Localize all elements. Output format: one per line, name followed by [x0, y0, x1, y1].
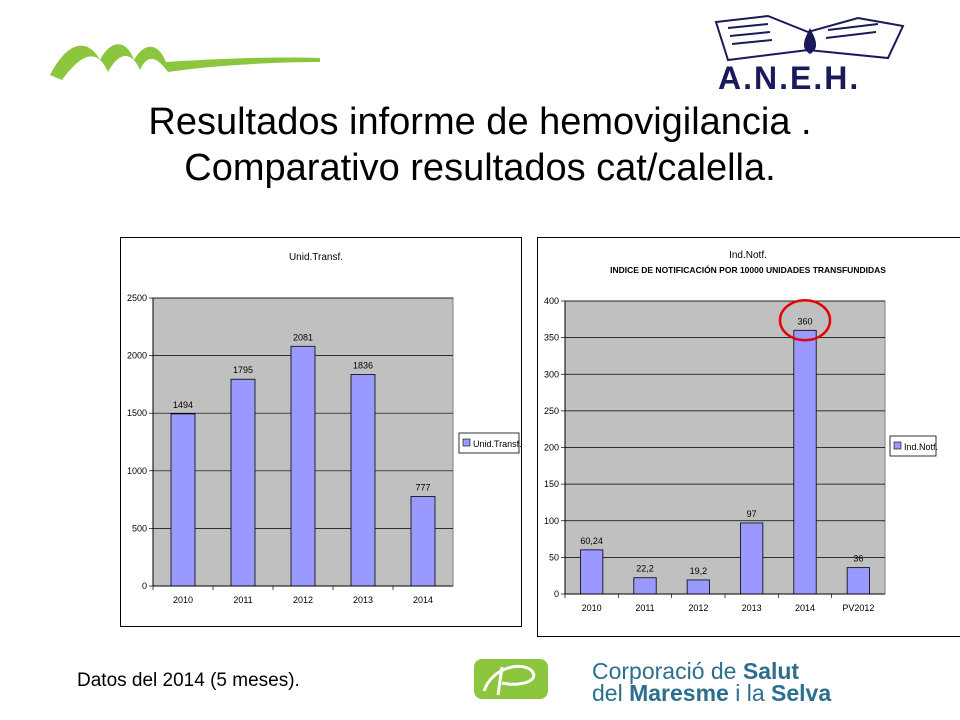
slide-title-line-2: Comparativo resultados cat/calella. [184, 146, 776, 189]
bar [290, 345, 316, 587]
bar [846, 567, 870, 595]
legend-box [458, 432, 520, 454]
data-label: 1494 [173, 400, 193, 410]
y-tick-label: 200 [544, 443, 559, 453]
x-tick-label: 2011 [233, 595, 252, 605]
y-tick-label: 0 [142, 581, 147, 591]
x-tick-label: 2014 [795, 603, 815, 613]
x-tick-label: PV2012 [842, 603, 874, 613]
chart-notification-index: Ind.Notf. INDICE DE NOTIFICACIÓN POR 1000… [537, 237, 960, 637]
data-label: 1795 [233, 365, 253, 375]
aneh-logo-text: A.N.E.H. [718, 60, 861, 96]
aneh-logo [714, 14, 905, 62]
y-tick-label: 2500 [127, 293, 147, 303]
x-tick-label: 2010 [173, 595, 193, 605]
csms-text-part: Selva [771, 680, 832, 706]
blood-drop-icon [803, 28, 817, 54]
csms-text-part: Salut [742, 658, 800, 684]
y-tick-label: 300 [544, 369, 559, 379]
chart-title: Ind.Notf. [729, 250, 767, 261]
csms-logo-text-line-1: Corporació de Salut [592, 658, 922, 684]
legend: Ind.Notf. [889, 435, 938, 457]
bar [793, 329, 817, 595]
x-tick-label: 2010 [582, 603, 602, 613]
book-icon [714, 14, 905, 62]
data-label: 2081 [293, 332, 313, 342]
y-tick-label: 400 [544, 296, 559, 306]
x-tick-label: 2012 [293, 595, 313, 605]
x-tick-label: 2011 [635, 603, 654, 613]
csms-logo-mark [482, 664, 536, 696]
bar [170, 413, 196, 587]
swoosh-logo-mark [50, 44, 320, 80]
y-tick-label: 1500 [127, 408, 147, 418]
chart-subtitle: INDICE DE NOTIFICACIÓN POR 10000 UNIDADE… [610, 264, 886, 275]
chart-notification-index-svg: Ind.Notf. INDICE DE NOTIFICACIÓN POR 1000… [544, 250, 938, 613]
bar [740, 522, 764, 595]
bar [580, 549, 604, 595]
csms-text-part: i la [728, 680, 772, 706]
data-label: 1836 [353, 360, 373, 370]
csms-text-part: Maresme [629, 680, 729, 706]
data-label: 19,2 [690, 566, 708, 576]
y-tick-label: 50 [549, 552, 559, 562]
chart-units-transfused: Unid.Transf. 0 500 1000 1500 2000 2500 1494 2010… [120, 237, 522, 627]
data-label: 36 [853, 554, 863, 564]
y-tick-label: 150 [544, 479, 559, 489]
x-tick-label: 2013 [353, 595, 373, 605]
y-tick-label: 2000 [127, 351, 147, 361]
data-label: 360 [797, 316, 812, 326]
data-label: 60,24 [580, 536, 603, 546]
y-tick-label: 250 [544, 406, 559, 416]
csms-text-part: del [592, 680, 630, 706]
y-tick-label: 350 [544, 333, 559, 343]
legend-swatch [893, 441, 902, 450]
legend-box [889, 435, 937, 457]
legend: Unid.Transf. [458, 432, 521, 454]
data-label: 777 [415, 482, 430, 492]
legend-label: Ind.Notf. [904, 442, 938, 452]
data-label: 97 [747, 509, 757, 519]
bar [230, 378, 256, 587]
x-tick-label: 2013 [742, 603, 762, 613]
chart-units-transfused-svg: Unid.Transf. 0 500 1000 1500 2000 2500 1494 2010… [127, 252, 521, 605]
legend-label: Unid.Transf. [473, 439, 521, 449]
csms-logo [474, 659, 548, 699]
chart-title: Unid.Transf. [289, 252, 343, 263]
data-label: 22,2 [636, 564, 654, 574]
csms-logo-text: Corporació de Salut del Maresme i la Sel… [592, 658, 922, 706]
y-tick-label: 100 [544, 516, 559, 526]
bar [410, 496, 436, 587]
slide-title: Resultados informe de hemovigilancia . C… [0, 100, 960, 191]
y-tick-label: 500 [132, 523, 147, 533]
bar [686, 579, 710, 595]
swoosh-logo [50, 44, 320, 80]
bar [633, 577, 657, 595]
slide-title-line-1: Resultados informe de hemovigilancia . [148, 101, 812, 143]
y-tick-label: 1000 [127, 466, 147, 476]
highlight-circle [778, 299, 832, 342]
csms-logo-text-line-2: del Maresme i la Selva [592, 680, 922, 706]
x-tick-label: 2014 [413, 595, 433, 605]
legend-swatch [462, 438, 471, 447]
y-tick-label: 0 [554, 589, 559, 599]
footnote: Datos del 2014 (5 meses). [77, 670, 300, 691]
csms-text-part: Corporació de [592, 658, 743, 684]
x-tick-label: 2012 [688, 603, 708, 613]
bar [350, 374, 376, 587]
